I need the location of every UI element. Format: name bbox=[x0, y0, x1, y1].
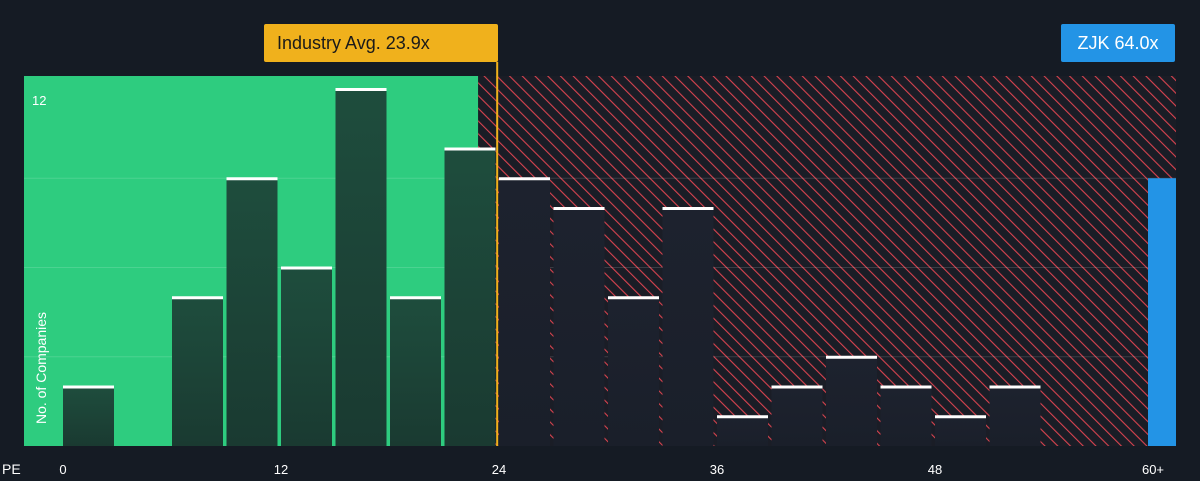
histogram-bar-cap bbox=[553, 207, 605, 210]
histogram-bar-cap bbox=[989, 385, 1041, 389]
histogram-bar bbox=[771, 386, 823, 446]
x-tick-label: 24 bbox=[492, 462, 506, 476]
company-pe-label: ZJK 64.0x bbox=[1077, 32, 1159, 53]
company-pe-bar bbox=[1148, 178, 1176, 446]
histogram-bar bbox=[390, 297, 441, 446]
histogram-bar bbox=[989, 386, 1041, 446]
y-tick-label: 12 bbox=[32, 93, 46, 108]
x-tick-label: 60+ bbox=[1142, 462, 1164, 476]
histogram-bar-cap bbox=[771, 385, 823, 389]
x-tick-label: 48 bbox=[928, 462, 942, 476]
histogram-bar-cap bbox=[608, 296, 659, 300]
histogram-bar bbox=[444, 148, 496, 446]
industry-avg-badge: Industry Avg. 23.9x bbox=[264, 24, 498, 62]
histogram-bar bbox=[553, 208, 605, 446]
histogram-bar bbox=[717, 416, 768, 446]
histogram-bar bbox=[63, 386, 114, 446]
x-axis-label: PE bbox=[2, 461, 21, 476]
histogram-bar-cap bbox=[444, 147, 496, 151]
histogram-bar bbox=[935, 416, 986, 446]
histogram-bar bbox=[662, 208, 714, 446]
y-axis-label: No. of Companies bbox=[33, 312, 49, 424]
histogram-bar bbox=[226, 178, 278, 446]
histogram-bar-cap bbox=[281, 266, 332, 270]
histogram-bar bbox=[172, 297, 223, 446]
histogram-bar-cap bbox=[226, 177, 278, 181]
histogram-bar bbox=[826, 356, 877, 446]
x-tick-label: 12 bbox=[274, 462, 288, 476]
histogram-bar bbox=[499, 178, 550, 446]
histogram-bar-cap bbox=[880, 385, 932, 389]
x-tick-label: 36 bbox=[710, 462, 724, 476]
histogram-bar-cap bbox=[63, 385, 114, 389]
x-tick-label: 0 bbox=[59, 462, 66, 476]
histogram-bar-cap bbox=[499, 177, 550, 181]
histogram-bar-cap bbox=[390, 296, 441, 300]
histogram-bar-cap bbox=[662, 207, 714, 210]
histogram-bar-cap bbox=[717, 415, 768, 419]
industry-avg-label: Industry Avg. 23.9x bbox=[277, 32, 430, 53]
histogram-bar-cap bbox=[335, 88, 387, 91]
histogram-bar-cap bbox=[172, 296, 223, 300]
histogram-bar-cap bbox=[935, 415, 986, 419]
histogram-bar bbox=[335, 89, 387, 446]
histogram-bar bbox=[608, 297, 659, 446]
histogram-bar bbox=[281, 267, 332, 446]
histogram-bar-cap bbox=[826, 355, 877, 359]
company-pe-badge: ZJK 64.0x bbox=[1061, 24, 1175, 62]
histogram-bar bbox=[880, 386, 932, 446]
